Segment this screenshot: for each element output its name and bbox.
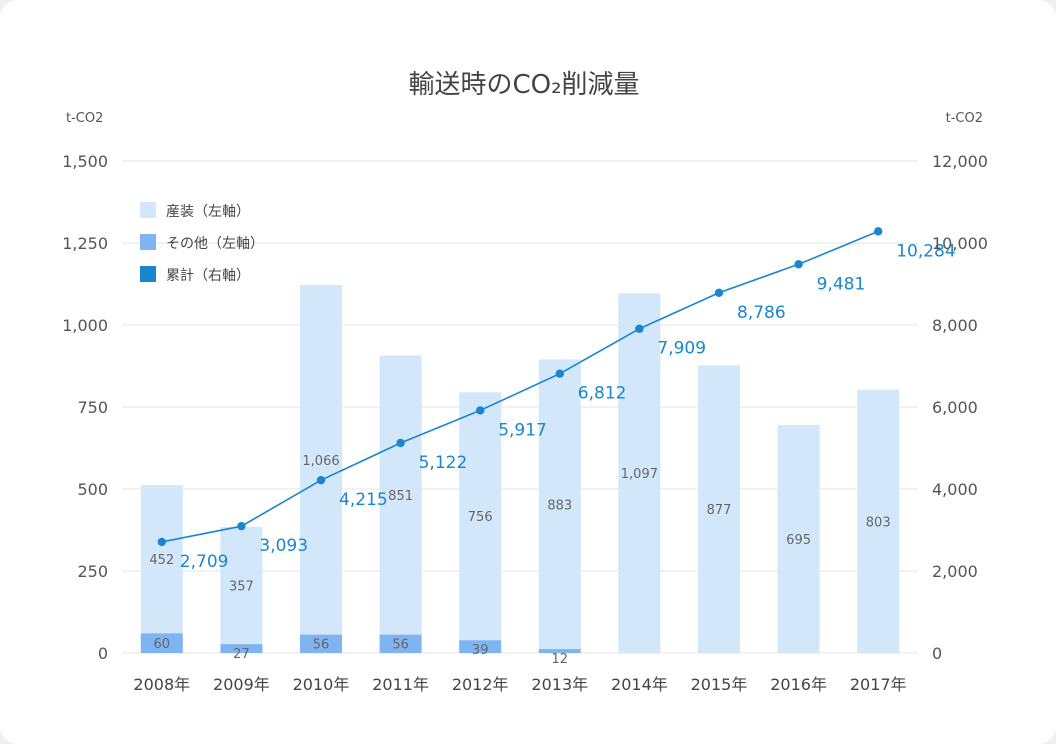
- axes: 0 0 250 2,000 500 4,000 750 6,000 1,000 8,000 1,25…: [62, 152, 988, 694]
- legend-label: 累計（右軸）: [166, 268, 250, 284]
- bar-other: [300, 634, 342, 653]
- right-tick-label: 12,000: [932, 152, 988, 171]
- right-axis-unit: t-CO2: [946, 111, 983, 126]
- cumulative-point: [316, 475, 326, 485]
- chart-title: 輸送時のCO₂削減量: [408, 70, 639, 100]
- legend-label: 産装（左軸）: [166, 204, 250, 220]
- right-tick-label: 8,000: [932, 316, 978, 335]
- legend-label: その他（左軸）: [166, 236, 264, 252]
- bar-other-label: 56: [313, 638, 330, 653]
- bar-sangyo: [459, 392, 502, 641]
- x-tick-label: 2010年: [293, 675, 350, 694]
- bar-sangyo-label: 803: [866, 515, 891, 530]
- bar-sangyo-label: 1,066: [302, 454, 339, 469]
- x-tick-label: 2011年: [372, 675, 429, 694]
- cumulative-label: 8,786: [737, 303, 786, 323]
- bar-sangyo: [857, 389, 900, 653]
- right-tick-label: 0: [932, 644, 942, 663]
- bar-other-label: 39: [472, 643, 489, 658]
- bars: 452 60 357 27 1,066 56 851 56 756 39 883 12 1,097 877…: [140, 284, 900, 667]
- bar-sangyo-label: 851: [388, 489, 413, 504]
- bar-other: [140, 633, 183, 653]
- x-tick-label: 2008年: [133, 675, 190, 694]
- legend-swatch: [140, 234, 156, 250]
- right-tick-label: 2,000: [932, 562, 978, 581]
- legend: 産装（左軸） その他（左軸） 累計（右軸）: [140, 202, 264, 284]
- cumulative-line: 2,709 3,093 4,215 5,122 5,917 6,812 7,909 8,786…: [157, 227, 956, 572]
- bar-sangyo-label: 1,097: [621, 467, 658, 482]
- left-tick-label: 1,250: [62, 234, 108, 253]
- bar-sangyo-label: 756: [468, 510, 493, 525]
- left-tick-label: 250: [77, 562, 108, 581]
- bar-sangyo: [618, 293, 661, 653]
- x-tick-label: 2017年: [850, 675, 907, 694]
- bar-sangyo: [777, 425, 820, 653]
- x-tick-label: 2009年: [213, 675, 270, 694]
- cumulative-label: 5,122: [419, 453, 468, 473]
- bar-other-label: 12: [552, 652, 569, 667]
- cumulative-point: [396, 438, 405, 448]
- bar-sangyo: [300, 284, 342, 635]
- bar-sangyo: [220, 527, 263, 645]
- cumulative-point: [714, 288, 724, 297]
- cumulative-point: [237, 521, 246, 531]
- legend-swatch: [140, 202, 156, 218]
- left-tick-label: 1,000: [62, 316, 108, 335]
- bar-sangyo-label: 695: [786, 533, 811, 548]
- cumulative-point: [635, 324, 644, 333]
- bar-other: [459, 640, 502, 653]
- cumulative-point: [794, 260, 803, 269]
- left-axis-unit: t-CO2: [66, 111, 103, 126]
- x-tick-label: 2013年: [531, 675, 588, 694]
- cumulative-label: 4,215: [339, 490, 388, 510]
- x-tick-label: 2014年: [611, 675, 668, 694]
- bar-other: [220, 644, 263, 653]
- right-tick-label: 10,000: [932, 234, 988, 253]
- cumulative-point: [555, 369, 564, 378]
- cumulative-polyline: [161, 230, 879, 543]
- x-tick-label: 2012年: [452, 675, 509, 694]
- bar-other-label: 60: [154, 637, 171, 652]
- cumulative-point: [476, 406, 485, 415]
- bar-sangyo: [538, 359, 581, 650]
- x-tick-label: 2015年: [691, 675, 748, 694]
- left-tick-label: 750: [77, 398, 108, 417]
- bar-other: [379, 634, 422, 653]
- cumulative-point: [157, 537, 166, 547]
- bar-sangyo-label: 883: [547, 498, 572, 513]
- bar-sangyo-label: 877: [707, 503, 732, 518]
- bar-sangyo: [698, 365, 740, 653]
- right-tick-label: 6,000: [932, 398, 978, 417]
- right-tick-label: 4,000: [932, 480, 978, 499]
- cumulative-label: 6,812: [578, 384, 627, 404]
- cumulative-label: 2,709: [180, 552, 229, 572]
- cumulative-label: 7,909: [657, 339, 706, 359]
- left-tick-label: 1,500: [62, 152, 108, 171]
- left-tick-label: 0: [98, 644, 108, 663]
- bar-sangyo-label: 452: [149, 553, 174, 568]
- bar-other-label: 27: [233, 647, 250, 662]
- x-tick-label: 2016年: [770, 675, 827, 694]
- cumulative-label: 5,917: [498, 420, 547, 440]
- cumulative-label: 10,284: [896, 241, 955, 261]
- bar-sangyo: [140, 485, 183, 634]
- cumulative-label: 9,481: [817, 274, 866, 294]
- legend-swatch: [140, 266, 156, 282]
- bar-other: [538, 649, 581, 653]
- bar-sangyo: [379, 355, 422, 635]
- cumulative-label: 3,093: [259, 536, 308, 556]
- left-tick-label: 500: [77, 480, 108, 499]
- cumulative-point: [874, 227, 883, 236]
- bar-sangyo-label: 357: [229, 580, 254, 595]
- bar-other-label: 56: [392, 638, 409, 653]
